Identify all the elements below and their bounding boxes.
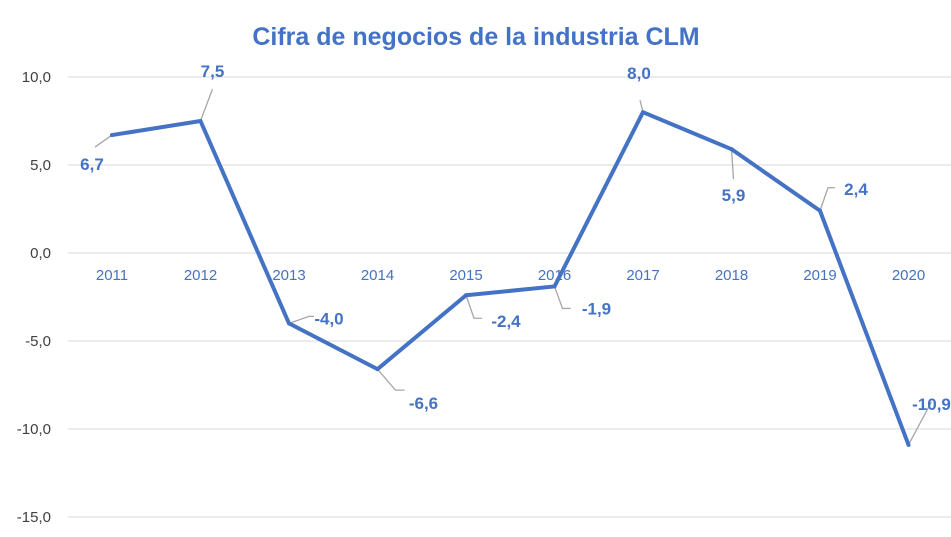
- leader-line: [730, 149, 735, 180]
- gridlines: [68, 76, 951, 518]
- y-tick-label: 10,0: [22, 69, 51, 86]
- series-line: [110, 110, 911, 447]
- x-tick-label: 2017: [626, 267, 659, 284]
- series-layer: [110, 110, 911, 447]
- data-label: 8,0: [627, 64, 651, 83]
- data-label: 2,4: [844, 180, 868, 199]
- x-axis-ticks: 2011 2012 2013 2014 2015 2016 2017 2018 2019 2020: [96, 267, 925, 284]
- data-label: -4,0: [314, 309, 343, 328]
- data-label: -10,9: [912, 395, 951, 414]
- data-point: [198, 119, 203, 123]
- data-point: [729, 147, 734, 152]
- leader-line: [819, 187, 835, 211]
- data-label: 6,7: [80, 155, 104, 174]
- y-tick-label: 0,0: [30, 245, 51, 262]
- leader-line: [553, 286, 571, 310]
- x-tick-label: 2011: [96, 267, 128, 284]
- x-tick-label: 2015: [449, 267, 482, 284]
- data-label: 5,9: [722, 186, 746, 205]
- x-tick-label: 2019: [803, 267, 836, 284]
- leader-line: [288, 315, 314, 325]
- leader-lines: [94, 88, 933, 446]
- data-label: -2,4: [491, 312, 521, 331]
- x-tick-label: 2020: [892, 267, 925, 284]
- data-point: [641, 110, 645, 115]
- leader-line: [907, 401, 933, 446]
- x-tick-label: 2013: [272, 267, 305, 284]
- y-tick-label: -15,0: [17, 509, 51, 526]
- leader-line: [199, 88, 214, 122]
- data-point: [287, 321, 291, 326]
- data-label: 7,5: [201, 62, 225, 81]
- x-tick-label: 2012: [184, 267, 217, 284]
- data-point: [375, 367, 380, 372]
- leader-line: [465, 295, 482, 319]
- x-tick-label: 2018: [715, 267, 748, 284]
- data-point: [110, 133, 114, 138]
- y-tick-label: -5,0: [25, 333, 51, 350]
- data-labels: 6,7 7,5 -4,0 -6,6 -2,4 -1,9 8,0 5,9 2,4 -10,9: [80, 62, 951, 414]
- data-point: [464, 293, 468, 298]
- x-tick-label: 2016: [538, 267, 571, 284]
- leader-line: [377, 368, 405, 391]
- chart-title: Cifra de negocios de la industria CLM: [252, 23, 699, 51]
- data-point: [906, 442, 911, 447]
- data-label: -6,6: [409, 394, 438, 413]
- y-tick-label: -10,0: [17, 421, 51, 438]
- leader-line: [639, 100, 644, 113]
- x-tick-label: 2014: [361, 267, 394, 284]
- y-tick-label: 5,0: [30, 157, 51, 174]
- data-label: -1,9: [582, 299, 611, 318]
- leader-line: [94, 134, 113, 148]
- data-point: [552, 284, 557, 289]
- data-point: [818, 208, 822, 213]
- y-axis-ticks: 10,0 5,0 0,0 -5,0 -10,0 -15,0: [17, 69, 51, 526]
